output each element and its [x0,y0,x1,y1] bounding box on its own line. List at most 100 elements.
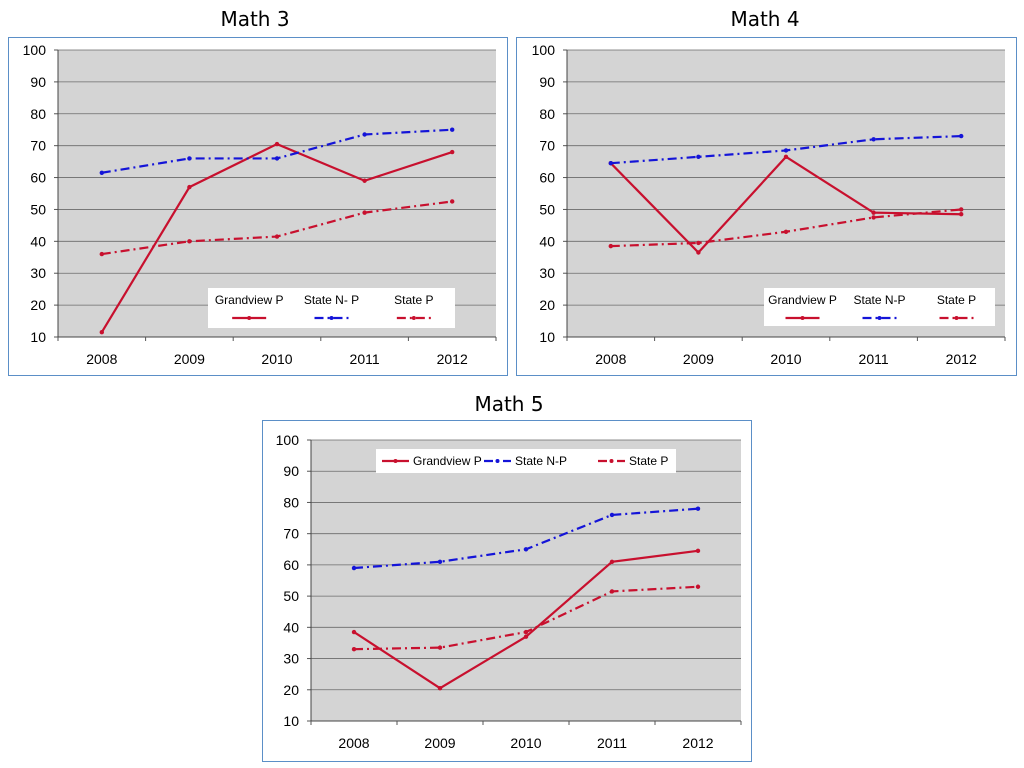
x-tick-label: 2008 [595,351,626,367]
x-tick-label: 2009 [174,351,205,367]
data-point [362,210,367,215]
data-point [437,645,443,650]
x-tick-label: 2012 [682,735,713,751]
data-point [450,127,455,132]
data-point [696,154,701,160]
y-tick-label: 80 [539,106,555,122]
data-point [959,207,964,212]
data-point [99,170,105,175]
legend-box [208,288,455,328]
legend-label: State P [937,293,976,307]
legend-marker [609,459,614,463]
data-point [871,210,876,215]
legend-marker [954,316,959,320]
data-point [351,629,357,635]
y-tick-label: 50 [539,201,555,217]
y-tick-label: 90 [30,74,46,90]
legend-label: Grandview P [413,454,482,468]
data-point [274,156,280,161]
y-tick-label: 40 [539,233,555,249]
data-point [959,212,964,217]
y-tick-label: 70 [30,138,46,154]
data-point [608,161,613,166]
y-tick-label: 10 [539,329,555,345]
chart-title-math5: Math 5 [474,392,544,416]
data-point [523,547,529,552]
data-point [362,132,367,137]
x-tick-label: 2011 [350,351,380,367]
data-point [187,184,192,190]
legend-marker [877,316,882,320]
x-tick-label: 2010 [261,351,292,367]
x-tick-label: 2009 [424,735,455,751]
y-tick-label: 90 [539,74,555,90]
data-point [783,229,789,234]
chart-title-math3: Math 3 [220,7,290,31]
legend-marker [495,459,500,463]
legend-marker [247,316,252,320]
y-tick-label: 100 [532,42,556,58]
x-tick-label: 2010 [510,735,541,751]
data-point [783,148,789,153]
legend-label: State P [629,454,668,468]
legend-label: State N-P [853,293,905,307]
plot-area [311,440,741,721]
legend-marker [329,316,334,320]
data-point [696,240,701,246]
y-tick-label: 20 [283,682,299,698]
data-point [871,137,876,142]
x-tick-label: 2009 [683,351,714,367]
legend: Grandview P State N- P State P [208,288,455,328]
data-point [608,243,613,249]
y-tick-label: 40 [283,619,299,635]
legend-label: State N-P [515,454,567,468]
y-tick-label: 50 [283,588,299,604]
y-tick-label: 30 [539,265,555,281]
data-point [783,154,789,160]
y-tick-label: 10 [30,329,46,345]
chart-3: 10 20 30 40 50 60 70 80 90 100 2008 2009 2010 2011 201… [23,42,497,367]
data-point [609,512,615,518]
y-tick-label: 100 [276,432,300,448]
y-tick-label: 20 [539,297,555,313]
legend-label: State N- P [304,293,359,307]
data-point [695,584,701,589]
data-point [351,646,357,652]
data-point [695,506,701,511]
legend-label: Grandview P [215,293,284,307]
y-tick-label: 90 [283,463,299,479]
y-tick-label: 30 [283,651,299,667]
data-point [437,686,443,691]
legend-marker [411,316,416,320]
data-point [99,251,105,257]
legend-box [376,449,676,473]
y-tick-label: 20 [30,297,46,313]
x-tick-label: 2011 [859,351,889,367]
data-point [437,559,443,564]
legend-label: State P [394,293,433,307]
legend-marker [800,316,805,320]
y-tick-label: 60 [283,557,299,573]
x-tick-label: 2010 [770,351,801,367]
data-point [871,215,876,220]
y-tick-label: 70 [539,138,555,154]
data-point [696,250,701,255]
chart-5: 10 20 30 40 50 60 70 80 90 100 2008 2009 2010 2011 201… [276,432,742,751]
y-tick-label: 30 [30,265,46,281]
data-point [274,234,280,239]
y-tick-label: 60 [539,170,555,186]
data-point [274,141,280,147]
y-tick-label: 70 [283,526,299,542]
data-point [609,559,615,564]
data-point [187,239,192,244]
x-tick-label: 2008 [86,351,117,367]
y-tick-label: 80 [30,106,46,122]
x-tick-label: 2008 [338,735,369,751]
legend: Grandview P State N-P State P [376,449,676,473]
y-tick-label: 40 [30,233,46,249]
chart-title-math4: Math 4 [730,7,800,31]
x-tick-label: 2012 [946,351,977,367]
data-point [959,133,964,139]
data-point [450,149,455,155]
